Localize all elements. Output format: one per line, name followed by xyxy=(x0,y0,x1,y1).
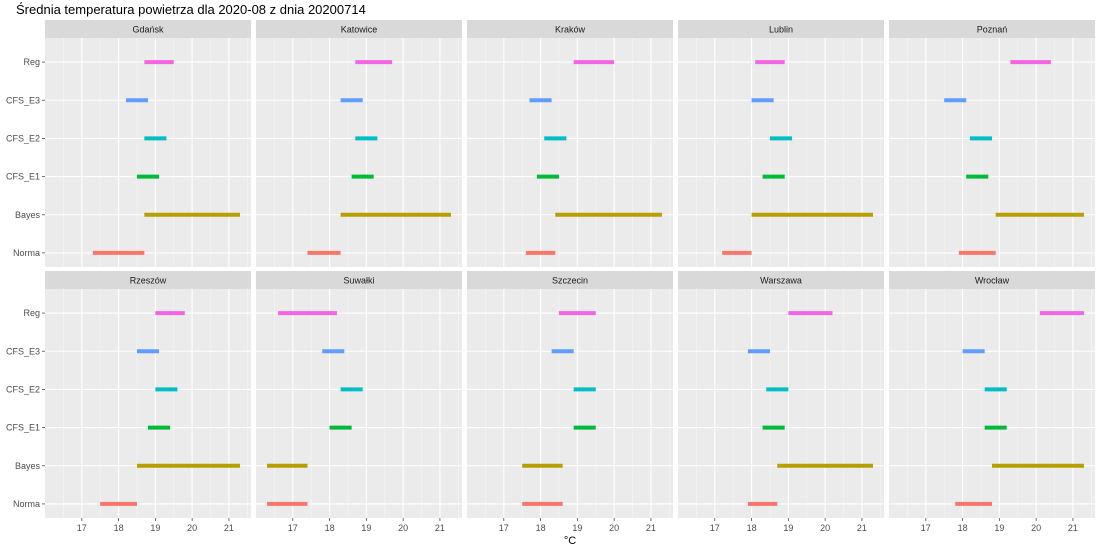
panel-suwalki: Suwałki 17 18 19 20 21 xyxy=(256,271,462,533)
y-tick-label: CFS_E3 xyxy=(6,346,40,356)
x-tick-label: 21 xyxy=(224,523,234,533)
panel-strip-label: Katowice xyxy=(341,25,378,35)
panel-strip xyxy=(889,271,1095,289)
x-tick-label: 21 xyxy=(857,523,867,533)
x-tick-label: 21 xyxy=(646,523,656,533)
panel-background xyxy=(467,289,673,518)
panel-lublin: Lublin xyxy=(678,20,884,267)
y-tick-label: Bayes xyxy=(15,210,41,220)
panel-katowice: Katowice xyxy=(256,20,462,267)
panel-strip xyxy=(45,271,251,289)
y-tick-label: CFS_E1 xyxy=(6,423,40,433)
panel-strip xyxy=(45,20,251,38)
panel-background xyxy=(45,38,251,267)
x-tick-label: 18 xyxy=(325,523,335,533)
panel-strip xyxy=(467,271,673,289)
x-tick-label: 17 xyxy=(499,523,509,533)
x-tick-label: 21 xyxy=(1068,523,1078,533)
panel-strip-label: Warszawa xyxy=(760,276,802,286)
y-tick-label: Norma xyxy=(13,248,40,258)
panel-gdansk: Gdańsk Reg CFS_E3 CFS_E2 CFS_E1 Bayes Norma xyxy=(6,20,251,267)
panel-wroclaw: Wrocław 17 18 19 20 21 xyxy=(889,271,1095,533)
x-tick-label: 19 xyxy=(994,523,1004,533)
panel-strip-label: Gdańsk xyxy=(132,25,164,35)
panel-warszawa: Warszawa 17 18 19 20 21 xyxy=(678,271,884,533)
x-tick-label: 18 xyxy=(114,523,124,533)
panel-strip-label: Kraków xyxy=(555,25,586,35)
panel-background xyxy=(467,38,673,267)
y-tick-label: CFS_E3 xyxy=(6,95,40,105)
x-tick-label: 20 xyxy=(187,523,197,533)
panel-krakow: Kraków xyxy=(467,20,673,267)
y-tick-label: Reg xyxy=(23,57,40,67)
panel-strip xyxy=(256,271,462,289)
chart-title: Średnia temperatura powietrza dla 2020-0… xyxy=(16,2,366,17)
panels-layer: Gdańsk Reg CFS_E3 CFS_E2 CFS_E1 Bayes Norma Kat… xyxy=(6,20,1095,533)
x-tick-label: 19 xyxy=(150,523,160,533)
x-tick-label: 20 xyxy=(820,523,830,533)
panel-background xyxy=(256,289,462,518)
panel-strip-label: Rzeszów xyxy=(130,276,167,286)
panel-strip xyxy=(256,20,462,38)
panel-strip-label: Wrocław xyxy=(975,276,1010,286)
x-tick-label: 17 xyxy=(921,523,931,533)
x-tick-label: 20 xyxy=(1031,523,1041,533)
x-axis-title: °C xyxy=(564,535,576,547)
panel-szczecin: Szczecin 17 18 19 20 21 xyxy=(467,271,673,533)
panel-rzeszow: Rzeszów Reg CFS_E3 CFS_E2 CFS_E1 Bayes Norma 17… xyxy=(6,271,251,533)
y-tick-label: Bayes xyxy=(15,461,41,471)
panel-strip-label: Poznań xyxy=(977,25,1008,35)
x-tick-label: 21 xyxy=(435,523,445,533)
panel-background xyxy=(889,289,1095,518)
x-tick-label: 18 xyxy=(747,523,757,533)
y-tick-label: CFS_E2 xyxy=(6,384,40,394)
x-tick-label: 18 xyxy=(536,523,546,533)
panel-strip xyxy=(678,271,884,289)
x-tick-label: 20 xyxy=(398,523,408,533)
panel-strip-label: Suwałki xyxy=(343,276,374,286)
x-tick-label: 17 xyxy=(77,523,87,533)
x-tick-label: 18 xyxy=(958,523,968,533)
panel-strip xyxy=(889,20,1095,38)
y-tick-label: CFS_E1 xyxy=(6,172,40,182)
panel-background xyxy=(678,38,884,267)
y-tick-label: Reg xyxy=(23,308,40,318)
panel-poznan: Poznań xyxy=(889,20,1095,267)
panel-strip xyxy=(678,20,884,38)
x-tick-label: 19 xyxy=(783,523,793,533)
panel-background xyxy=(678,289,884,518)
panel-background xyxy=(45,289,251,518)
panel-strip-label: Szczecin xyxy=(552,276,588,286)
y-tick-label: CFS_E2 xyxy=(6,133,40,143)
y-tick-label: Norma xyxy=(13,499,40,509)
x-tick-label: 19 xyxy=(572,523,582,533)
x-tick-label: 20 xyxy=(609,523,619,533)
panel-strip-label: Lublin xyxy=(769,25,793,35)
x-tick-label: 17 xyxy=(288,523,298,533)
panel-background xyxy=(256,38,462,267)
panel-strip xyxy=(467,20,673,38)
x-tick-label: 19 xyxy=(361,523,371,533)
x-tick-label: 17 xyxy=(710,523,720,533)
panel-background xyxy=(889,38,1095,267)
